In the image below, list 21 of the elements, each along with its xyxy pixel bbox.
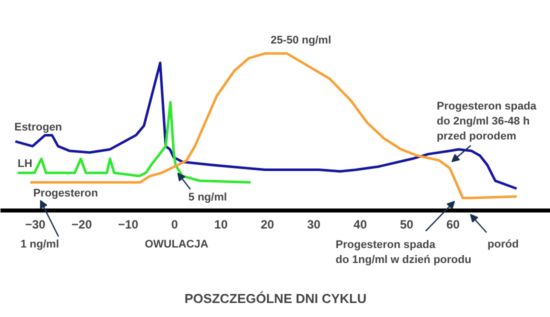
x-tick-label: 20: [260, 218, 274, 232]
x-tick-label: −20: [72, 218, 92, 232]
x-tick-label: −30: [25, 218, 46, 232]
annotation: Progesteron spada do 2ng/ml 36-48 h przed porodem: [436, 100, 538, 142]
x-axis-title: POSZCZEGÓLNE DNI CYKLU: [184, 291, 367, 306]
x-tick-label: 0: [171, 218, 178, 232]
annotation: Progesteron spada do 1ng/ml w dzień porodu: [336, 239, 472, 266]
x-tick-label: 50: [400, 218, 414, 232]
x-tick-label: −10: [118, 218, 139, 232]
series-label: LH: [18, 158, 32, 170]
x-tick-label: 40: [354, 218, 368, 232]
x-tick-label: 30: [307, 218, 321, 232]
x-tick-label: 10: [214, 218, 228, 232]
series-label: Estrogen: [14, 121, 62, 134]
annotation: 25-50 ng/ml: [270, 34, 332, 46]
text: poród: [488, 238, 519, 250]
series-label: Progesteron: [33, 187, 98, 200]
text: 1 ng/ml: [20, 238, 60, 250]
x-tick-label: 60: [446, 218, 460, 232]
text: OWULACJA: [144, 238, 208, 250]
annotation: 5 ng/ml: [188, 191, 227, 204]
